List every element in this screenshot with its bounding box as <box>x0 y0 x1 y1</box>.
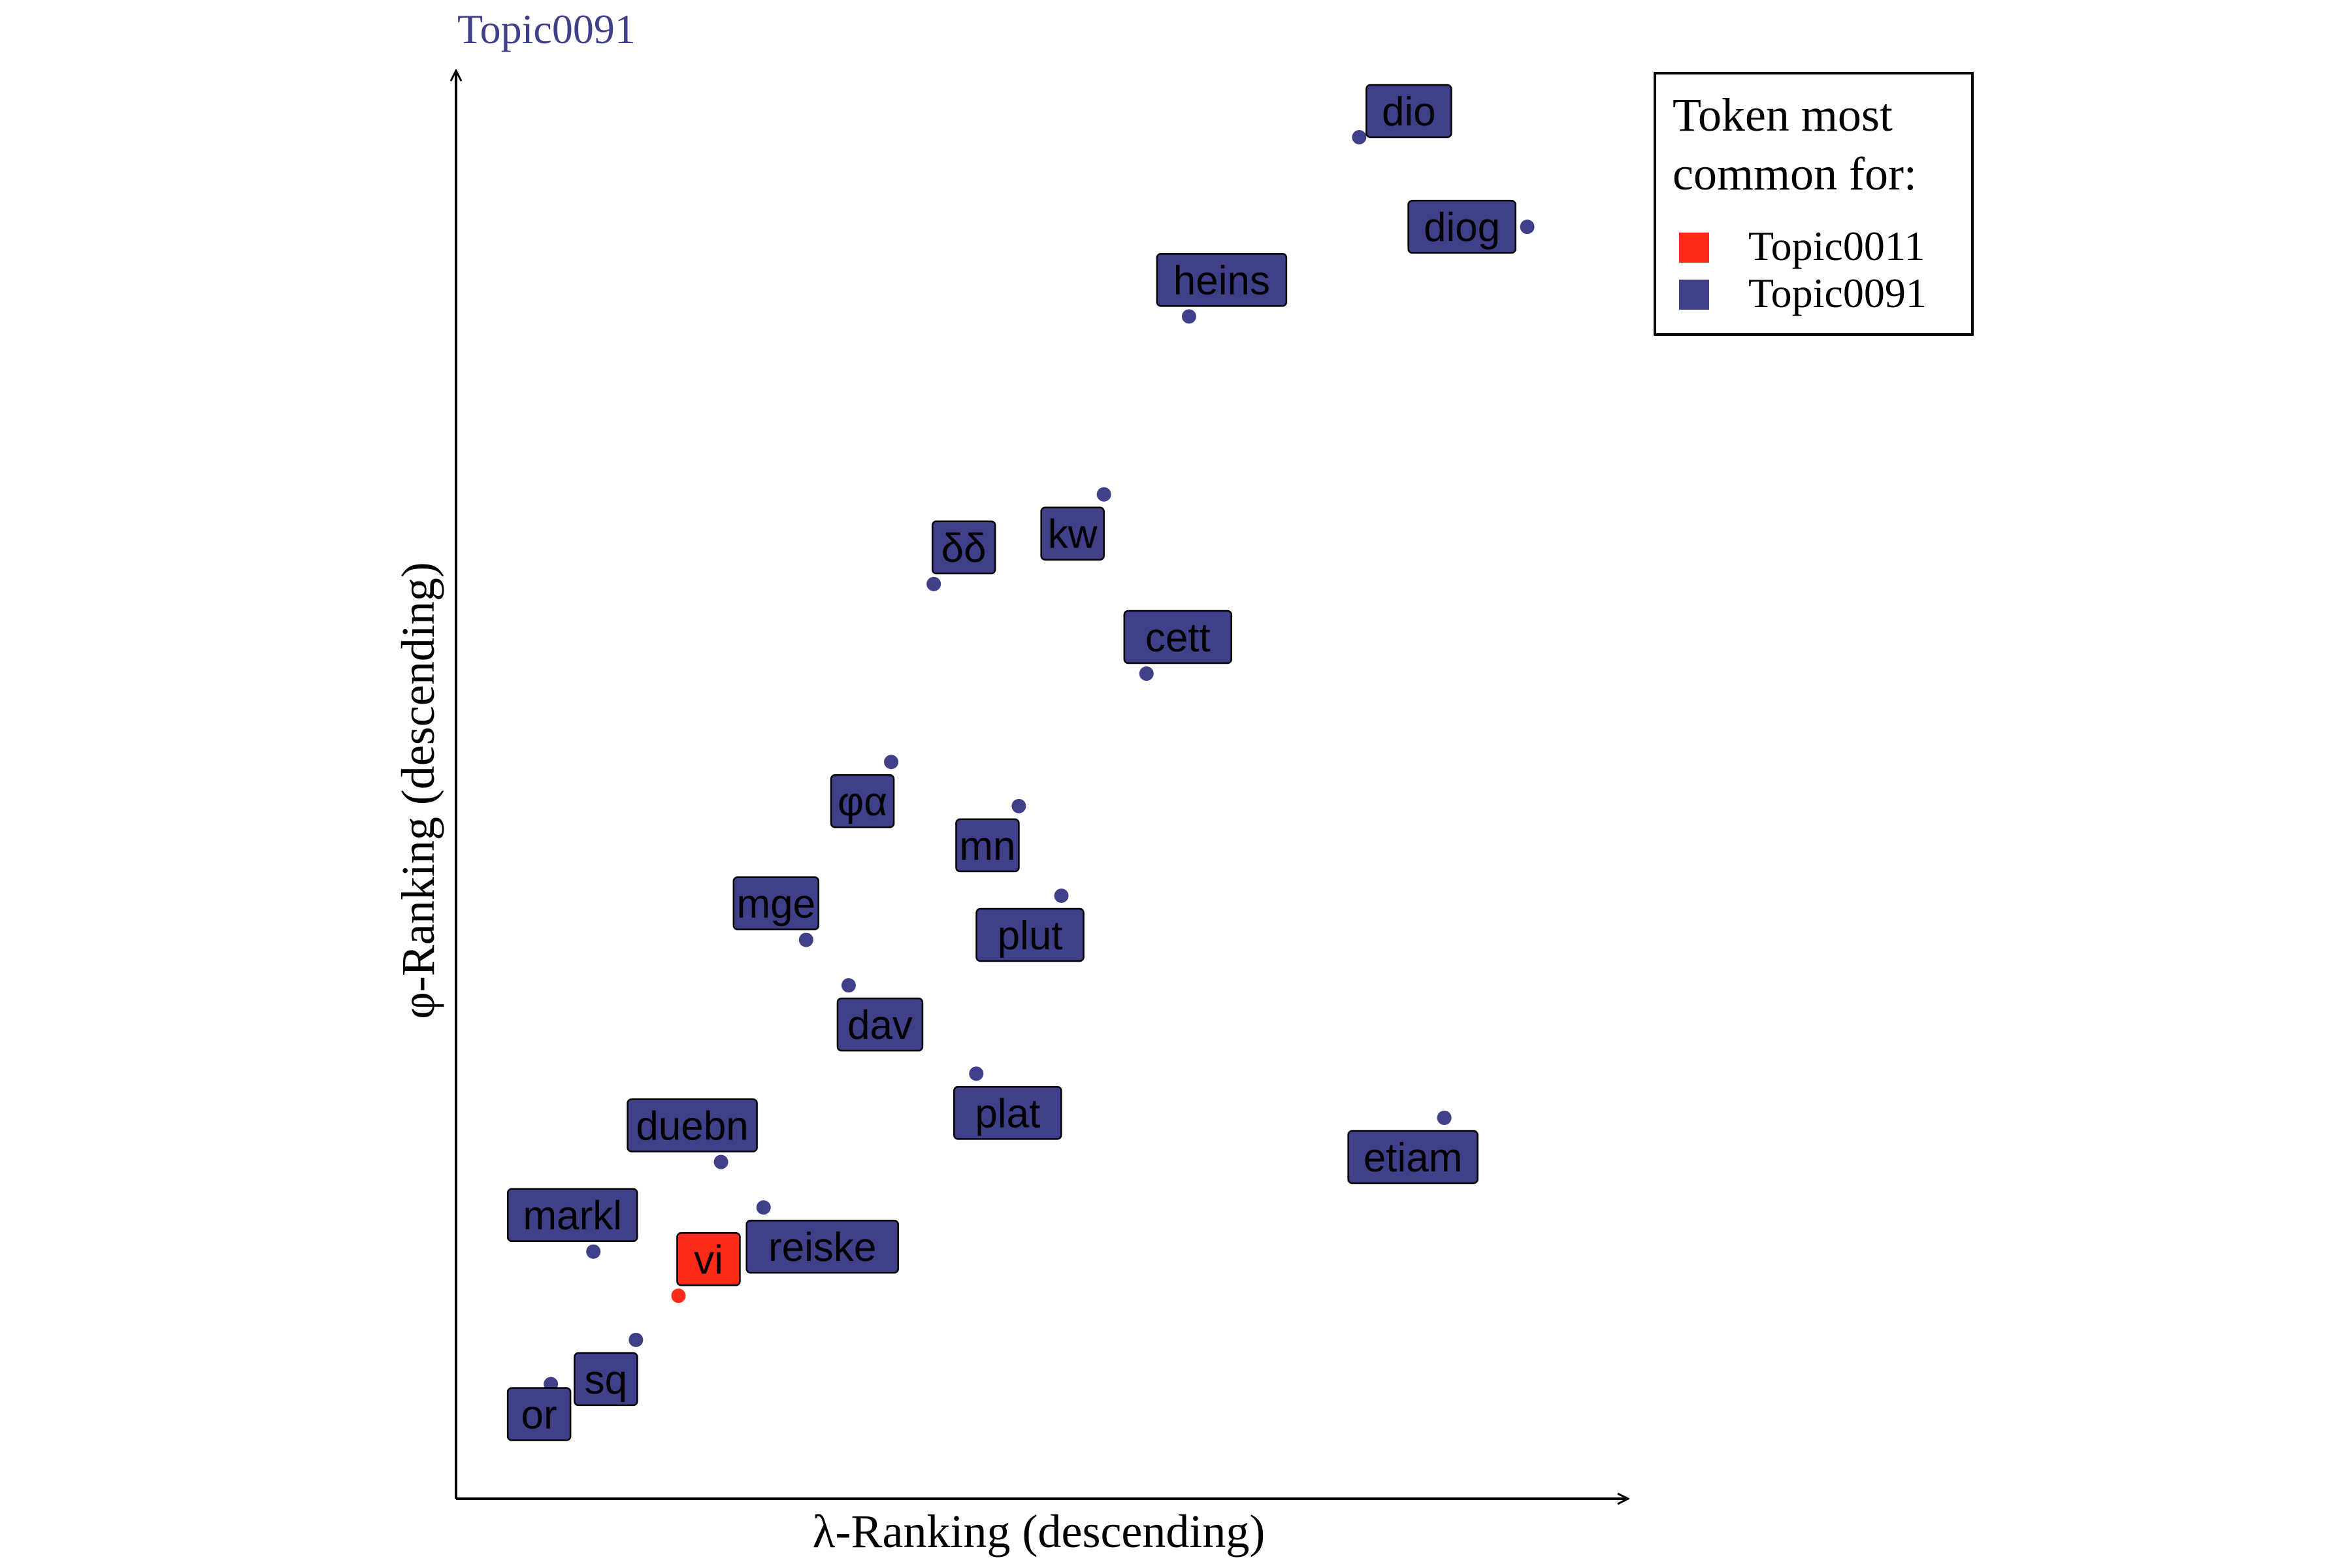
point-label-box-17 <box>574 1352 638 1407</box>
data-point-17 <box>629 1332 644 1347</box>
data-point-9 <box>1054 888 1069 903</box>
legend-title-line-1: Token most <box>1673 89 1893 141</box>
point-label-text-2: heins <box>1173 258 1270 303</box>
point-label-3: kw <box>1040 506 1105 561</box>
point-label-0: dio <box>1365 84 1452 139</box>
legend-label-topic0091: Topic0091 <box>1748 270 1927 316</box>
point-label-2: heins <box>1156 253 1288 307</box>
point-label-16: vi <box>676 1232 741 1286</box>
point-label-text-12: etiam <box>1364 1135 1463 1181</box>
point-label-box-3 <box>1040 506 1105 561</box>
point-label-box-4 <box>931 520 996 575</box>
legend: Token most common for: Topic0011 Topic00… <box>1654 72 1974 336</box>
point-label-14: reiske <box>745 1219 899 1274</box>
legend-swatch-topic0091 <box>1679 280 1709 310</box>
point-label-10: dav <box>836 997 924 1052</box>
x-axis-label: λ-Ranking (descending) <box>813 1505 1266 1558</box>
data-point-11 <box>969 1066 984 1081</box>
data-point-16 <box>671 1288 686 1303</box>
point-label-text-17: sq <box>585 1358 627 1403</box>
data-point-8 <box>798 932 813 947</box>
point-label-text-16: vi <box>694 1237 723 1282</box>
legend-title-line-2: common for: <box>1673 148 1917 200</box>
point-label-4: δδ <box>931 520 996 575</box>
data-point-3 <box>1096 487 1111 502</box>
point-label-text-10: dav <box>847 1003 913 1048</box>
point-label-box-12 <box>1347 1130 1478 1184</box>
point-label-text-5: cett <box>1145 615 1211 661</box>
point-label-text-8: mge <box>737 882 816 927</box>
point-label-box-13 <box>627 1098 758 1152</box>
point-label-6: φα <box>830 774 895 828</box>
point-label-box-5 <box>1123 610 1233 664</box>
point-label-text-14: reiske <box>768 1225 876 1270</box>
point-label-text-13: duebn <box>636 1104 748 1149</box>
data-point-1 <box>1520 220 1535 235</box>
data-point-2 <box>1181 309 1196 324</box>
data-point-12 <box>1437 1110 1452 1125</box>
point-label-box-9 <box>975 907 1085 962</box>
point-label-5: cett <box>1123 610 1233 664</box>
data-point-4 <box>926 576 941 591</box>
point-label-1: diog <box>1407 199 1516 254</box>
point-label-text-3: kw <box>1048 512 1098 557</box>
point-label-text-15: markl <box>523 1194 622 1239</box>
point-label-box-6 <box>830 774 895 828</box>
chart-title: Topic0091 <box>457 6 636 52</box>
point-label-text-4: δδ <box>941 526 987 571</box>
point-label-box-2 <box>1156 253 1288 307</box>
labels-layer: dio diog heins kw δδ cett φα mn mge plut dav plat et… <box>506 84 1516 1441</box>
data-point-7 <box>1011 798 1026 813</box>
data-point-0 <box>1352 130 1367 144</box>
point-label-box-14 <box>745 1219 899 1274</box>
data-point-6 <box>884 755 899 770</box>
point-label-box-15 <box>506 1188 638 1242</box>
point-label-box-10 <box>836 997 924 1052</box>
point-label-text-11: plat <box>975 1091 1040 1136</box>
point-label-17: sq <box>574 1352 638 1407</box>
legend-swatch-topic0011 <box>1679 233 1709 263</box>
data-point-14 <box>756 1200 771 1215</box>
point-label-18: or <box>506 1387 572 1441</box>
point-label-box-18 <box>506 1387 572 1441</box>
data-point-15 <box>586 1244 601 1259</box>
point-label-box-8 <box>732 876 820 930</box>
point-label-text-9: plut <box>998 913 1063 958</box>
point-label-text-6: φα <box>838 779 887 825</box>
point-label-text-18: or <box>521 1392 557 1437</box>
point-label-text-1: diog <box>1424 205 1500 250</box>
data-point-10 <box>841 978 856 993</box>
data-point-13 <box>713 1154 728 1169</box>
point-label-11: plat <box>953 1086 1062 1140</box>
point-label-15: markl <box>506 1188 638 1242</box>
point-label-text-0: dio <box>1382 90 1436 135</box>
point-label-7: mn <box>955 818 1020 873</box>
point-label-box-16 <box>676 1232 741 1286</box>
point-label-12: etiam <box>1347 1130 1478 1184</box>
legend-label-topic0011: Topic0011 <box>1748 223 1925 269</box>
point-label-box-7 <box>955 818 1020 873</box>
point-label-8: mge <box>732 876 820 930</box>
point-label-box-0 <box>1365 84 1452 139</box>
point-label-13: duebn <box>627 1098 758 1152</box>
data-point-5 <box>1139 666 1154 681</box>
point-label-box-1 <box>1407 199 1516 254</box>
y-axis-label: φ-Ranking (descending) <box>392 562 444 1019</box>
points-layer: dio diog heins kw δδ cett φα mn mge plut dav plat et… <box>506 84 1535 1441</box>
point-label-9: plut <box>975 907 1085 962</box>
point-label-text-7: mn <box>959 824 1015 869</box>
point-label-box-11 <box>953 1086 1062 1140</box>
